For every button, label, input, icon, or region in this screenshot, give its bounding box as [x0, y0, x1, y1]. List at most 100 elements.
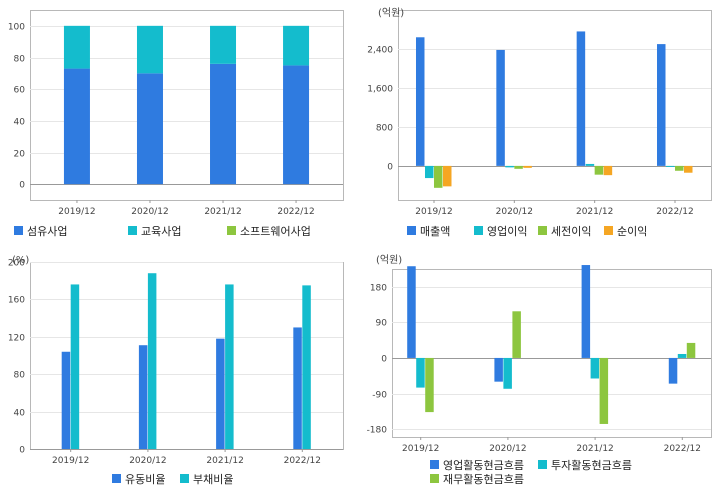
y-tick-label: 120	[8, 334, 25, 344]
y-tick-label: 160	[8, 296, 25, 306]
bar-부채비율	[70, 284, 80, 449]
bar-세전이익	[514, 165, 523, 169]
legend-swatch	[407, 226, 416, 235]
y-tick-label: 90	[376, 319, 388, 329]
legend-label: 영업활동현금흐름	[443, 458, 524, 472]
x-tick-label: 2019/12	[52, 456, 89, 466]
legend-swatch	[604, 226, 613, 235]
unit-label: (억원)	[378, 7, 404, 19]
bar-영업활동현금흐름	[407, 266, 416, 358]
x-tick-label: 2021/12	[204, 207, 241, 217]
bar-순이익	[523, 165, 532, 168]
x-tick-label: 2020/12	[496, 207, 533, 217]
legend-label: 섬유사업	[27, 225, 67, 238]
y-tick-label: 80	[14, 55, 26, 65]
bar-매출액	[576, 31, 586, 166]
legend-swatch	[430, 460, 439, 469]
legend-swatch	[474, 226, 483, 235]
legend-swatch	[227, 226, 236, 235]
legend-swatch	[112, 474, 121, 483]
y-tick-label: 20	[14, 150, 26, 160]
bar-교육사업	[210, 25, 237, 64]
bar-재무활동현금흐름	[686, 342, 696, 358]
y-tick-label: -90	[372, 391, 387, 401]
x-tick-label: 2020/12	[489, 444, 526, 454]
x-tick-label: 2021/12	[576, 444, 613, 454]
bar-영업이익	[505, 165, 514, 168]
bar-세전이익	[433, 165, 443, 188]
x-tick-label: 2021/12	[206, 456, 243, 466]
y-tick-label: 0	[381, 355, 387, 365]
bar-유동비율	[293, 327, 302, 449]
bar-부채비율	[302, 285, 311, 449]
x-tick-label: 2019/12	[402, 444, 439, 454]
y-tick-label: 200	[8, 259, 25, 269]
bar-세전이익	[675, 165, 684, 171]
y-tick-label: 2,400	[367, 46, 393, 56]
bar-부채비율	[225, 284, 234, 449]
y-tick-label: 0	[387, 163, 393, 173]
plot-area	[392, 269, 712, 438]
bar-섬유사업	[283, 65, 310, 185]
legend-label: 소프트웨어사업	[240, 225, 311, 238]
bar-투자활동현금흐름	[416, 357, 425, 388]
x-tick-label: 2022/12	[284, 456, 321, 466]
y-tick-label: 80	[14, 371, 26, 381]
bar-재무활동현금흐름	[512, 311, 521, 358]
y-tick-label: 100	[8, 23, 25, 33]
legend-label: 교육사업	[141, 225, 181, 238]
bar-섬유사업	[63, 68, 90, 185]
y-tick-label: 40	[14, 409, 26, 419]
bar-투자활동현금흐름	[677, 353, 687, 358]
legend-swatch	[14, 226, 23, 235]
legend-label: 투자활동현금흐름	[551, 458, 632, 472]
legend-label: 세전이익	[551, 225, 591, 238]
y-tick-label: 800	[376, 124, 393, 134]
bar-영업이익	[585, 163, 595, 166]
bar-매출액	[496, 49, 505, 166]
x-tick-label: 2022/12	[664, 444, 701, 454]
bar-유동비율	[61, 351, 71, 449]
y-tick-label: 0	[19, 446, 25, 456]
bar-유동비율	[138, 345, 148, 449]
legend-label: 매출액	[420, 225, 450, 238]
plot-area	[30, 262, 344, 450]
chart-4: -180 -90 0 90 180 (억원) 2019/12 2020/12 2021/12 20…	[367, 254, 712, 486]
chart-3: 0 40 80 120 160 200(%) 2019/12 2020/12 2021/12 20…	[8, 255, 344, 486]
bar-투자활동현금흐름	[590, 357, 600, 379]
unit-label: (억원)	[376, 254, 402, 266]
legend-label: 재무활동현금흐름	[443, 472, 524, 486]
x-tick-label: 2019/12	[415, 207, 452, 217]
x-tick-label: 2022/12	[656, 207, 693, 217]
bar-영업이익	[424, 165, 434, 179]
legend-swatch	[538, 226, 547, 235]
bar-순이익	[684, 165, 693, 173]
bar-매출액	[657, 44, 666, 166]
unit-label: (%)	[12, 255, 29, 266]
x-tick-label: 2020/12	[129, 456, 166, 466]
bar-영업이익	[666, 165, 675, 167]
y-tick-label: -180	[367, 426, 388, 436]
x-tick-label: 2022/12	[277, 207, 314, 217]
y-tick-label: 40	[14, 118, 26, 128]
legend-label: 유동비율	[125, 473, 165, 486]
legend-swatch	[128, 226, 137, 235]
bar-재무활동현금흐름	[425, 357, 434, 413]
bar-교육사업	[283, 25, 310, 66]
chart-2: 0 800 1,600 2,400 (억원) 2019/12 2020/12 2021/12 2…	[367, 7, 712, 238]
bar-세전이익	[594, 165, 604, 175]
y-tick-label: 180	[370, 284, 387, 294]
y-tick-label: 0	[19, 181, 25, 191]
legend-swatch	[180, 474, 189, 483]
x-tick-label: 2020/12	[131, 207, 168, 217]
bar-유동비율	[216, 338, 225, 449]
bar-순이익	[603, 165, 613, 176]
bar-교육사업	[136, 25, 163, 74]
y-tick-label: 60	[14, 86, 26, 96]
bar-부채비율	[147, 273, 157, 449]
bar-영업활동현금흐름	[668, 357, 678, 384]
legend-label: 영업이익	[487, 225, 527, 238]
x-tick-label: 2021/12	[576, 207, 613, 217]
bar-섬유사업	[136, 73, 163, 185]
bar-섬유사업	[210, 63, 237, 185]
